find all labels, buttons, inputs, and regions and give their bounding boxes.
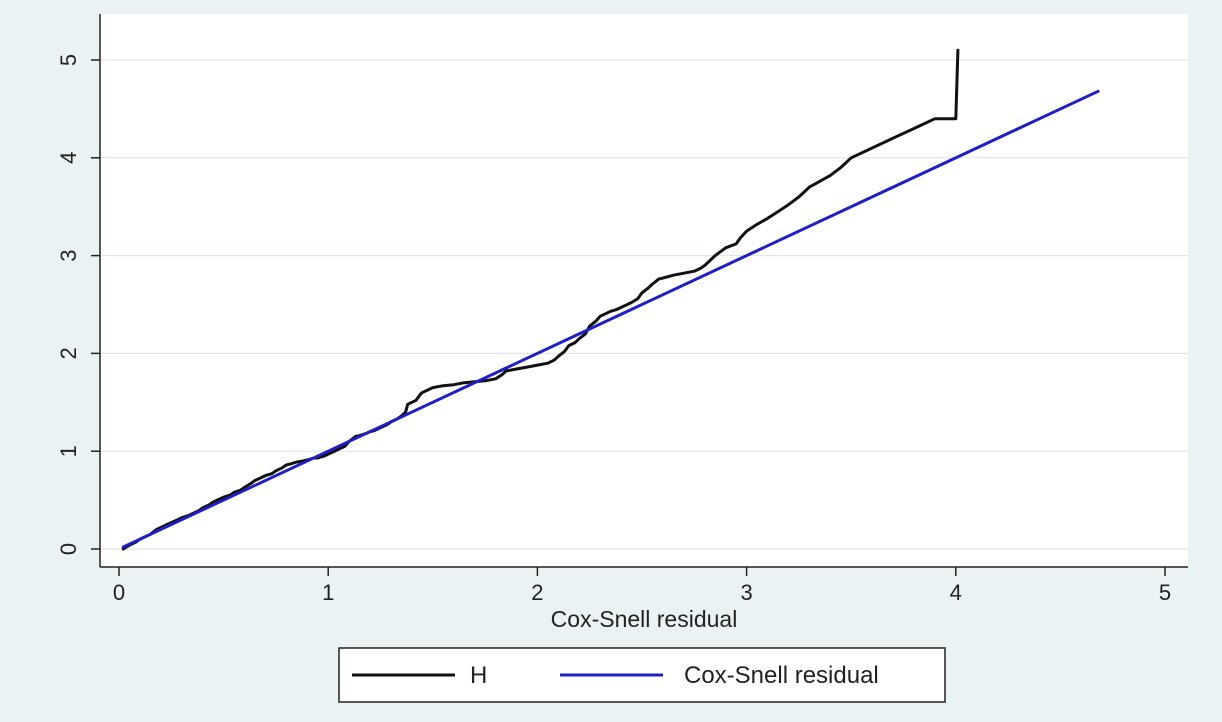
y-tick-label-5: 5 (56, 54, 81, 66)
x-tick-label-0: 0 (113, 580, 125, 605)
legend-label-cox-snell: Cox-Snell residual (684, 662, 879, 689)
y-tick-label-2: 2 (56, 347, 81, 359)
y-tick-label-3: 3 (56, 249, 81, 261)
legend: H Cox-Snell residual (338, 647, 946, 703)
y-tick-label-0: 0 (56, 543, 81, 555)
x-tick-label-3: 3 (740, 580, 752, 605)
x-axis-title: Cox-Snell residual (551, 606, 738, 632)
series-lines (121, 48, 1100, 551)
y-tick-label-1: 1 (56, 445, 81, 457)
x-tick-label-4: 4 (950, 580, 962, 605)
legend-label-h: H (470, 662, 487, 689)
gridlines (100, 59, 1188, 550)
y-axis-ticks: 0 1 2 3 4 5 (56, 54, 100, 555)
x-tick-label-2: 2 (531, 580, 543, 605)
series-line-h (121, 48, 960, 551)
y-tick-label-4: 4 (56, 152, 81, 164)
x-axis-ticks: 0 1 2 3 4 5 (113, 567, 1171, 605)
series-line-cox-snell (121, 89, 1100, 549)
x-tick-label-1: 1 (322, 580, 334, 605)
x-tick-label-5: 5 (1159, 580, 1171, 605)
